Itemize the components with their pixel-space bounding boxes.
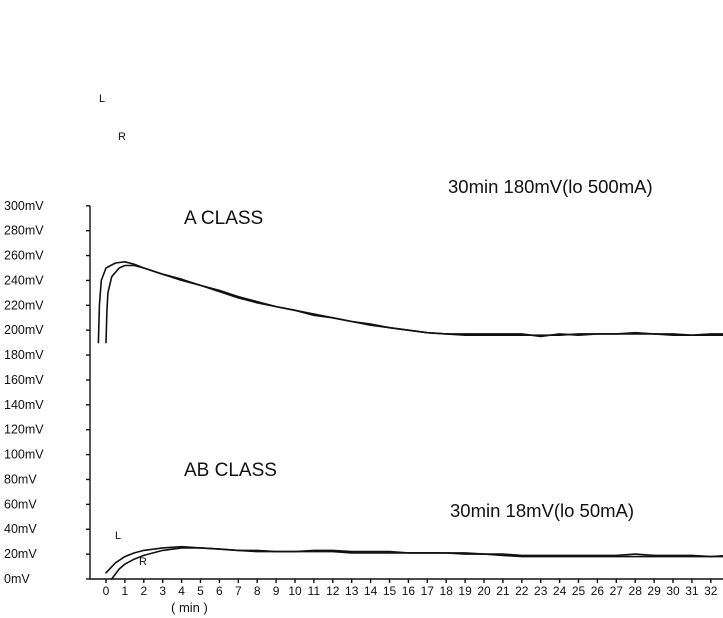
series-label-ab-l: L bbox=[115, 530, 121, 542]
x-tick-label: 31 bbox=[685, 584, 699, 598]
x-axis: 0 1 2 3 4 5 6 7 8 9 10 11 12 13 14 15 16 17 18 19 20 21 22 23 24… bbox=[90, 578, 723, 598]
x-tick-label: 14 bbox=[364, 584, 378, 598]
x-tick-label: 9 bbox=[273, 584, 280, 598]
x-tick-label: 13 bbox=[345, 584, 359, 598]
x-tick-label: 16 bbox=[402, 584, 416, 598]
y-tick-label: 0mV bbox=[4, 572, 30, 586]
x-tick-label: 10 bbox=[288, 584, 302, 598]
y-tick-label: 200mV bbox=[4, 323, 44, 337]
series-line-ab-class-l bbox=[105, 545, 723, 574]
annotations: A CLASS 30min 180mV(lo 500mA) L R AB CLA… bbox=[99, 93, 653, 615]
x-tick-label: 3 bbox=[159, 584, 166, 598]
group-label-ab-class: AB CLASS bbox=[184, 460, 277, 481]
y-tick-label: 220mV bbox=[4, 298, 44, 312]
x-tick-label: 12 bbox=[326, 584, 340, 598]
x-tick-label: 19 bbox=[458, 584, 472, 598]
x-tick-label: 8 bbox=[254, 584, 261, 598]
y-tick-label: 300mV bbox=[4, 199, 44, 213]
x-tick-label: 22 bbox=[515, 584, 529, 598]
y-tick-label: 80mV bbox=[4, 472, 37, 486]
x-tick-label: 25 bbox=[572, 584, 586, 598]
x-tick-label: 1 bbox=[122, 584, 129, 598]
x-tick-label: 21 bbox=[496, 584, 510, 598]
x-axis-label: ( min ) bbox=[171, 600, 208, 615]
x-tick-label: 0 bbox=[103, 584, 110, 598]
group-label-a-class: A CLASS bbox=[184, 208, 263, 229]
x-tick-label: 28 bbox=[629, 584, 643, 598]
group-annotation-ab-class: 30min 18mV(lo 50mA) bbox=[450, 500, 634, 521]
y-tick-label: 180mV bbox=[4, 348, 44, 362]
y-tick-label: 20mV bbox=[4, 547, 37, 561]
y-tick-label: 280mV bbox=[4, 224, 44, 238]
y-tick-label: 160mV bbox=[4, 373, 44, 387]
series-label-ab-r: R bbox=[139, 556, 147, 568]
series-label-a-l: L bbox=[99, 93, 105, 105]
x-tick-label: 17 bbox=[421, 584, 435, 598]
plot-area bbox=[97, 261, 723, 580]
series-line-a-class-r bbox=[105, 264, 723, 344]
x-tick-label: 5 bbox=[197, 584, 204, 598]
y-tick-label: 260mV bbox=[4, 249, 44, 263]
series-label-a-r: R bbox=[118, 131, 126, 143]
x-tick-label: 6 bbox=[216, 584, 223, 598]
y-tick-label: 60mV bbox=[4, 497, 37, 511]
y-tick-label: 140mV bbox=[4, 398, 44, 412]
x-tick-label: 23 bbox=[534, 584, 548, 598]
y-tick-label: 120mV bbox=[4, 423, 44, 437]
x-tick-label: 26 bbox=[591, 584, 605, 598]
series-line-ab-class-r bbox=[110, 547, 723, 580]
x-tick-label: 18 bbox=[440, 584, 454, 598]
x-tick-label: 32 bbox=[704, 584, 718, 598]
group-annotation-a-class: 30min 180mV(lo 500mA) bbox=[448, 176, 653, 197]
y-tick-label: 240mV bbox=[4, 273, 44, 287]
x-tick-label: 11 bbox=[308, 584, 321, 598]
x-tick-label: 29 bbox=[647, 584, 661, 598]
y-axis: 0mV 20mV 40mV 60mV 80mV 100mV 120mV 140mV 160mV 1… bbox=[4, 199, 91, 586]
x-tick-label: 7 bbox=[235, 584, 242, 598]
y-tick-label: 40mV bbox=[4, 522, 37, 536]
x-tick-label: 30 bbox=[666, 584, 680, 598]
x-tick-label: 20 bbox=[477, 584, 491, 598]
x-tick-label: 2 bbox=[140, 584, 147, 598]
x-tick-label: 27 bbox=[610, 584, 624, 598]
y-tick-label: 100mV bbox=[4, 448, 44, 462]
x-tick-label: 15 bbox=[383, 584, 397, 598]
x-tick-label: 4 bbox=[178, 584, 185, 598]
x-tick-label: 24 bbox=[553, 584, 567, 598]
